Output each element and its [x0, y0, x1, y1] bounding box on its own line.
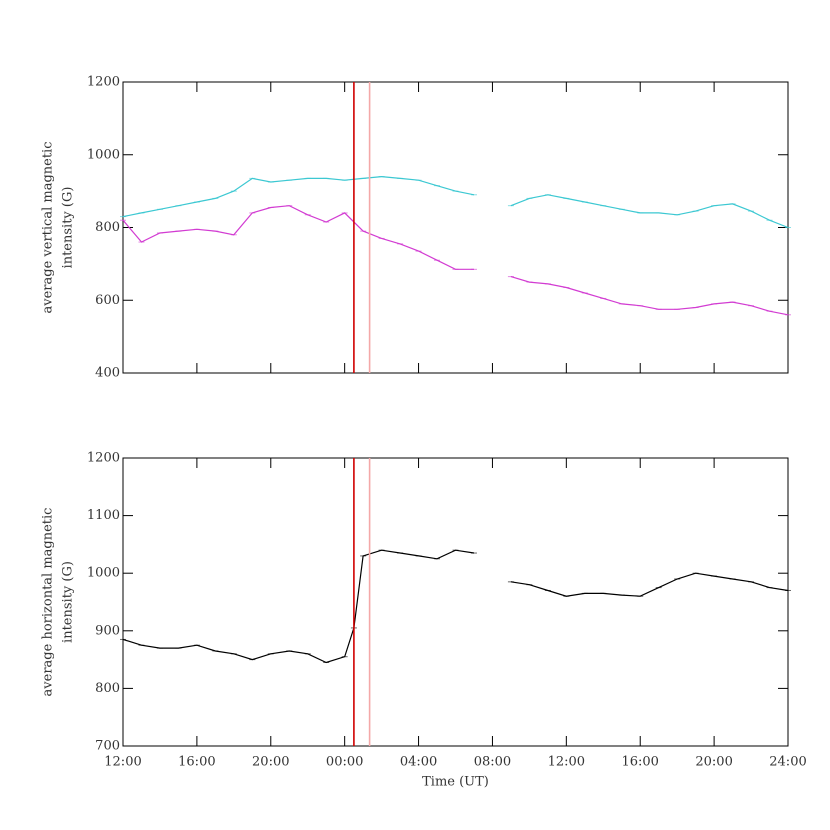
x-tick-label: 00:00: [326, 755, 363, 770]
y-axis-label: intensity (G): [61, 561, 76, 643]
series-line: [122, 175, 789, 229]
x-tick-label: 04:00: [400, 755, 437, 770]
x-tick-label: 20:00: [252, 755, 289, 770]
x-tick-label: 24:00: [769, 755, 806, 770]
x-axis-label: Time (UT): [422, 775, 489, 790]
y-tick-label: 1200: [87, 75, 120, 90]
y-axis-label: average horizontal magnetic: [41, 508, 56, 697]
y-tick-label: 1000: [87, 566, 120, 581]
y-tick-label: 800: [95, 681, 120, 696]
y-tick-label: 1200: [87, 451, 120, 466]
y-tick-label: 800: [95, 220, 120, 235]
x-tick-label: 12:00: [104, 755, 141, 770]
y-axis-label: average vertical magnetic: [41, 142, 56, 314]
series-line: [122, 549, 789, 664]
y-tick-label: 900: [95, 623, 120, 638]
plot-frame: [122, 81, 789, 374]
series-line: [122, 205, 789, 316]
plot-frame: [122, 457, 789, 747]
x-tick-label: 12:00: [548, 755, 585, 770]
x-tick-label: 16:00: [178, 755, 215, 770]
y-tick-label: 1100: [87, 508, 120, 523]
y-tick-label: 400: [95, 366, 120, 381]
y-tick-label: 700: [95, 739, 120, 754]
x-tick-label: 16:00: [621, 755, 658, 770]
x-tick-label: 08:00: [474, 755, 511, 770]
y-tick-label: 1000: [87, 147, 120, 162]
x-tick-label: 20:00: [695, 755, 732, 770]
y-tick-label: 600: [95, 293, 120, 308]
y-axis-label: intensity (G): [61, 187, 76, 269]
